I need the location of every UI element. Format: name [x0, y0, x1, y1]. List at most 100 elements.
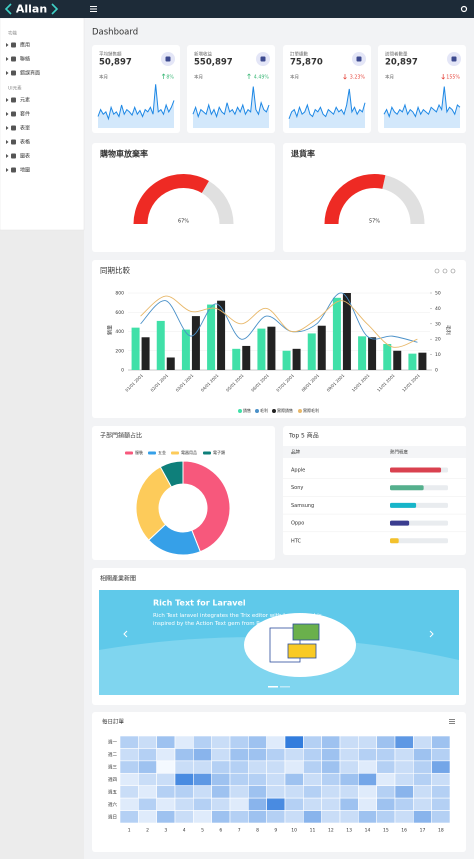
column-label: 6 — [219, 828, 222, 834]
stat-arrow — [161, 73, 166, 79]
heat-cell — [229, 748, 249, 762]
heat-cell — [119, 785, 139, 799]
y-tick-label: 600 — [115, 310, 124, 316]
legend-label[interactable]: 毛利 — [260, 407, 268, 413]
bar — [166, 357, 175, 370]
bar — [332, 297, 341, 370]
logo[interactable]: Allan — [16, 3, 47, 16]
menu-toggle[interactable] — [90, 6, 97, 12]
y-tick-label: 0 — [121, 368, 124, 374]
bar — [141, 337, 150, 370]
menu-icon[interactable] — [449, 723, 455, 724]
heat-cell — [138, 772, 157, 787]
heat-cell — [431, 772, 451, 787]
heat-cell — [321, 797, 341, 811]
progress-bar — [390, 520, 410, 526]
heat-cell — [394, 810, 414, 824]
bar — [342, 293, 351, 370]
menu-item[interactable]: 圖表 — [20, 153, 30, 160]
stat-change: 3.23% — [350, 75, 366, 81]
bar — [317, 325, 326, 370]
legend-label[interactable]: 電子類 — [213, 449, 225, 455]
brand-name: Oppo — [291, 521, 304, 527]
column-label: 12 — [328, 828, 334, 834]
settings-icon[interactable] — [460, 5, 468, 13]
legend-label[interactable]: 電器用品 — [181, 450, 197, 455]
stat-label: 新增收益 — [194, 51, 212, 58]
brand-name: Apple — [291, 468, 305, 474]
progress-track — [390, 538, 448, 544]
y2-tick-label: 20 — [435, 337, 441, 343]
y2-tick-label: 30 — [435, 321, 441, 327]
heat-cell — [174, 735, 194, 749]
legend-label[interactable]: 銷售 — [243, 407, 251, 413]
heat-cell — [119, 735, 139, 749]
bar — [393, 350, 402, 370]
gauge-value — [133, 174, 209, 224]
logo-bracket — [4, 3, 12, 15]
news-headline: Rich Text for Laravel — [153, 599, 246, 608]
sparkline — [97, 84, 175, 121]
toolbar-icon[interactable] — [434, 268, 440, 274]
toolbar-icon[interactable] — [450, 268, 456, 274]
menu-icon[interactable] — [449, 719, 455, 720]
legend-label[interactable]: 實際銷售 — [277, 407, 293, 413]
bar — [131, 327, 140, 370]
gauge-value — [324, 174, 386, 224]
heat-cell — [138, 748, 157, 762]
menu-item[interactable]: 表格 — [20, 139, 30, 146]
heat-cell — [321, 772, 341, 787]
heat-cell — [284, 760, 304, 774]
stat-value: 75,870 — [290, 58, 323, 68]
bar — [282, 350, 291, 370]
menu-item[interactable]: 聯絡 — [20, 56, 30, 63]
column-label: 14 — [365, 828, 371, 834]
carousel-dot[interactable] — [280, 686, 290, 688]
heat-cell — [358, 748, 377, 762]
stat-label: 訂單總數 — [290, 51, 308, 58]
stat-period: 本月 — [385, 74, 394, 81]
topbar — [0, 0, 474, 18]
legend-label[interactable]: 五金 — [158, 449, 166, 455]
heat-cell — [376, 772, 396, 787]
bar — [232, 348, 241, 370]
stat-value: 20,897 — [385, 58, 418, 68]
bar — [307, 333, 316, 370]
heat-cell — [303, 748, 322, 762]
carousel-prev[interactable] — [123, 630, 128, 638]
heat-cell — [266, 760, 286, 774]
menu-item[interactable]: 地圖 — [20, 167, 30, 174]
heat-cell — [193, 735, 212, 749]
menu-item[interactable]: 錯誤頁面 — [20, 70, 40, 77]
stat-arrow — [247, 73, 251, 79]
legend-label[interactable]: 服裝 — [135, 449, 143, 455]
column-label: 17 — [420, 828, 426, 834]
heat-cell — [413, 748, 432, 762]
carousel-next[interactable] — [429, 630, 434, 638]
carousel-dot[interactable] — [268, 686, 278, 688]
menu-icon[interactable] — [449, 721, 455, 722]
heat-cell — [156, 735, 176, 749]
heat-cell — [339, 748, 359, 762]
menu-item[interactable]: 套件 — [20, 111, 30, 118]
legend-label[interactable]: 實際毛利 — [303, 407, 319, 413]
sparkline-area — [193, 86, 269, 128]
stat-label: 平均銷售額 — [99, 51, 122, 58]
stat-value: 550,897 — [194, 58, 233, 68]
heat-cell — [376, 785, 396, 799]
heat-cell — [138, 785, 157, 799]
toolbar-icon[interactable] — [442, 268, 448, 274]
row-label: 週二 — [108, 751, 117, 758]
stat-label: 訪問者數量 — [385, 51, 408, 58]
stat-icon-glyph — [260, 56, 266, 62]
sidebar-section: UI元素 — [8, 85, 22, 92]
heat-cell — [376, 760, 396, 774]
heat-cell — [193, 760, 212, 774]
menu-item[interactable]: 應用 — [20, 42, 30, 49]
menu-item[interactable]: 元素 — [20, 97, 30, 104]
menu-item[interactable]: 表單 — [20, 125, 30, 132]
heat-cell — [266, 797, 286, 811]
heat-cell — [156, 797, 176, 811]
stat-change: 8% — [166, 75, 174, 81]
heat-cell — [174, 797, 194, 811]
